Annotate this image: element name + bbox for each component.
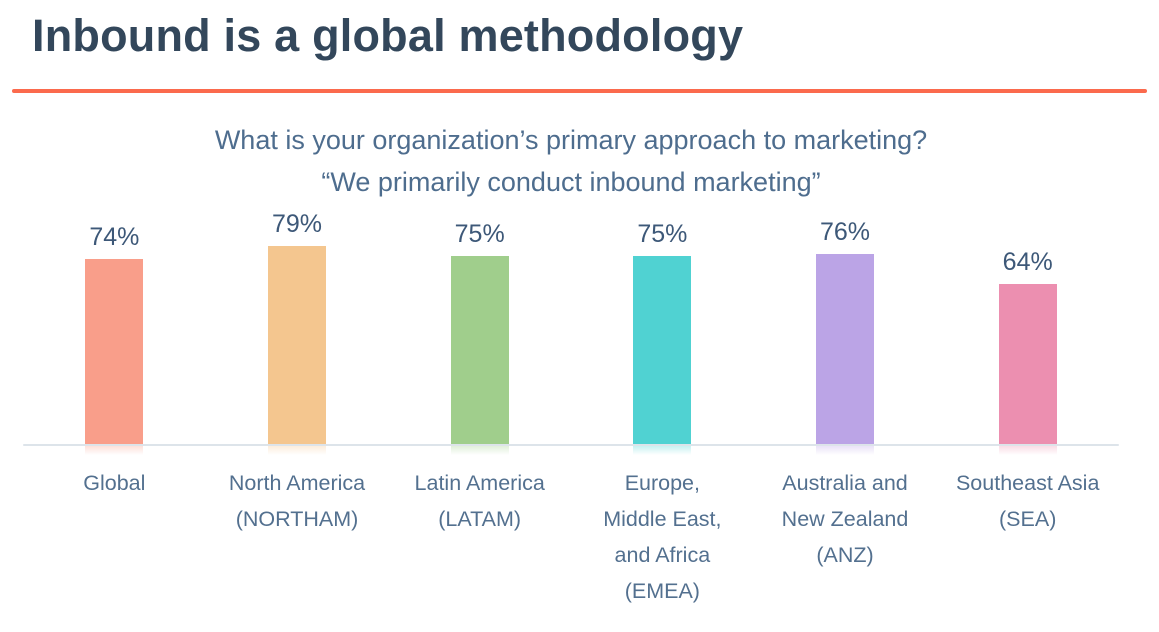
category-label-line: (ANZ) [816, 542, 874, 567]
bar-column: 74% [23, 206, 206, 455]
category-label-line: (EMEA) [624, 578, 700, 603]
bar [85, 258, 144, 455]
bar-fade-tail [85, 444, 144, 455]
bar [268, 246, 326, 455]
category-label: Latin America (LATAM) [388, 465, 571, 609]
bar-fade-tail [998, 444, 1057, 455]
bar [633, 256, 692, 455]
title-underline [12, 88, 1147, 93]
page-title: Inbound is a global methodology [32, 10, 744, 61]
bar-value-label: 76% [820, 217, 871, 246]
x-axis-line [23, 443, 1119, 446]
bar-value-label: 74% [89, 222, 140, 251]
bar-chart: What is your organization’s primary appr… [23, 119, 1119, 609]
category-label-line: Australia and [782, 470, 908, 495]
category-label: Global [23, 465, 206, 609]
chart-subtitle: “We primarily conduct inbound marketing” [321, 166, 821, 197]
bar-column: 75% [571, 206, 754, 455]
plot-area: 74% 79% 75% 75% 76% 64% [23, 206, 1119, 455]
bar-value-label: 64% [1002, 247, 1053, 276]
category-label-line: Latin America [414, 470, 545, 495]
category-label-line: Middle East, [603, 506, 722, 531]
category-label: Europe, Middle East, and Africa (EMEA) [571, 465, 754, 609]
slide: Inbound is a global methodology What is … [0, 10, 1159, 632]
bar [450, 256, 509, 455]
category-label: North America (NORTHAM) [206, 465, 389, 609]
bar-column: 75% [388, 206, 571, 455]
category-label-line: and Africa [614, 542, 711, 567]
bar-column: 76% [754, 206, 937, 455]
category-label-line: (LATAM) [438, 506, 522, 531]
category-label-line: North America [228, 470, 366, 495]
category-label-line: (NORTHAM) [235, 506, 359, 531]
category-label-line: (SEA) [999, 506, 1057, 531]
bar-fade-tail [633, 444, 692, 455]
category-label-line: Global [83, 470, 146, 495]
bar-fade-tail [268, 444, 326, 455]
bar [816, 253, 875, 455]
category-label-line: New Zealand [781, 506, 909, 531]
bar-value-label: 75% [454, 220, 505, 249]
bar [998, 283, 1057, 455]
x-axis-labels: Global North America (NORTHAM) Latin Americ… [23, 465, 1119, 609]
chart-title-block: What is your organization’s primary appr… [23, 119, 1119, 203]
bar-value-label: 75% [637, 220, 688, 249]
bar-column: 79% [206, 206, 389, 455]
bar-fade-tail [450, 444, 509, 455]
category-label-line: Southeast Asia [955, 470, 1100, 495]
category-label-line: Europe, [624, 470, 700, 495]
bar-column: 64% [936, 206, 1119, 455]
chart-title: What is your organization’s primary appr… [214, 124, 928, 155]
category-label: Australia and New Zealand (ANZ) [754, 465, 937, 609]
category-label: Southeast Asia (SEA) [936, 465, 1119, 609]
bar-value-label: 79% [271, 210, 323, 239]
bar-fade-tail [816, 444, 875, 455]
